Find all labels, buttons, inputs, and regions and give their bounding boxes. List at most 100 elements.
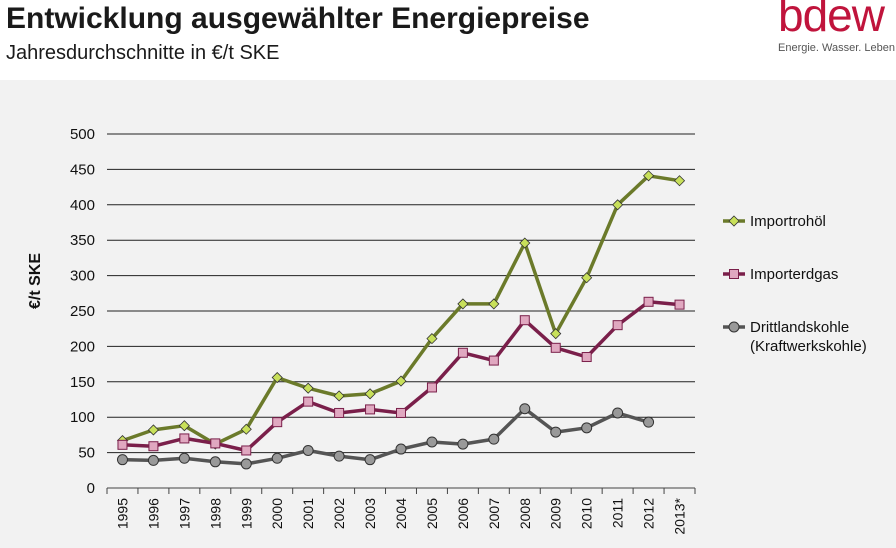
data-point [426,382,437,393]
y-tick-label: 400 [70,197,95,214]
page-title: Entwicklung ausgewählter Energiepreise [6,2,590,35]
data-point [612,320,623,331]
data-point [581,272,593,284]
data-point [148,441,159,452]
x-tick-label: 2004 [393,498,409,529]
x-tick-label: 2009 [548,498,564,529]
y-tick-label: 350 [70,232,95,249]
series-1 [116,170,686,450]
data-point [272,417,283,428]
data-point [271,452,283,464]
data-point [457,298,469,310]
legend-label: Drittlandskohle [750,319,849,336]
data-point [488,298,500,310]
data-point [581,352,592,363]
bdew-logo: bdew Energie. Wasser. Leben. [760,0,896,70]
logo-tagline: Energie. Wasser. Leben. [778,42,896,54]
page-subtitle: Jahresdurchschnitte in €/t SKE [6,42,280,64]
x-tick-label: 1996 [145,498,161,529]
data-point [178,452,190,464]
data-point [240,423,252,435]
data-point [729,269,739,279]
x-tick-label: 2007 [486,498,502,529]
data-point [643,416,655,428]
data-point [728,215,740,227]
data-point [673,175,686,187]
y-tick-label: 100 [70,409,95,426]
data-point [550,328,562,340]
data-point [519,237,531,249]
y-tick-label: 150 [70,374,95,391]
y-tick-label: 300 [70,268,95,285]
series-3 [116,403,655,470]
data-point [426,436,438,448]
y-tick-label: 250 [70,303,95,320]
data-point [209,456,221,468]
data-point [643,170,655,182]
data-point [519,315,530,326]
x-tick-label: 1998 [207,498,223,529]
data-point [395,375,407,387]
data-point [271,371,283,384]
legend-item: Importerdgas [723,266,838,283]
y-tick-label: 0 [87,480,95,497]
x-tick-label: 2008 [517,498,533,529]
x-tick-label: 1995 [114,498,130,529]
series-line [121,174,680,446]
data-point [612,407,624,419]
data-point [147,424,159,436]
x-tick-label: 2005 [424,498,440,529]
data-point [241,445,252,456]
data-point [396,407,406,418]
data-point [365,404,376,415]
data-point [147,454,159,466]
data-point [395,443,407,455]
logo-wordmark: bdew [778,0,885,41]
x-tick-label: 2010 [579,498,595,529]
data-point [178,420,190,432]
data-point [581,422,593,434]
data-point [240,458,252,470]
data-point [210,438,221,449]
x-tick-label: 2001 [300,498,316,529]
data-point [550,426,562,438]
data-point [302,382,314,394]
data-point [457,438,469,450]
data-point [364,454,376,466]
y-tick-label: 200 [70,338,95,355]
header: Entwicklung ausgewählter Energiepreise J… [0,0,896,80]
legend-item: Importrohöl [723,213,826,230]
x-tick-label: 1997 [176,498,192,529]
series-2 [117,296,685,456]
data-point [643,296,654,307]
y-tick-label: 500 [70,126,95,143]
data-point [550,342,561,353]
y-tick-label: 50 [78,445,95,462]
x-tick-label: 2012 [641,498,657,529]
data-point [116,454,128,466]
y-axis-title: €/t SKE [27,253,44,309]
data-point [728,321,740,333]
data-point [333,390,345,402]
x-tick-label: 2011 [610,498,626,528]
data-point [179,433,190,444]
data-point [488,433,500,445]
data-point [674,299,685,310]
y-tick-label: 450 [70,161,95,178]
data-point [426,333,438,345]
data-point [303,396,314,407]
data-point [302,444,314,456]
data-point [333,450,345,462]
legend-label: Importrohöl [750,213,826,230]
data-point [117,439,128,450]
data-point [519,403,531,415]
data-point [488,355,499,366]
x-tick-label: 2003 [362,498,378,529]
data-point [334,407,345,418]
legend-label: Importerdgas [750,266,838,283]
x-tick-label: 2002 [331,498,347,529]
data-point [364,388,376,400]
x-tick-label: 2006 [455,498,471,529]
x-tick-label: 1999 [238,498,254,529]
